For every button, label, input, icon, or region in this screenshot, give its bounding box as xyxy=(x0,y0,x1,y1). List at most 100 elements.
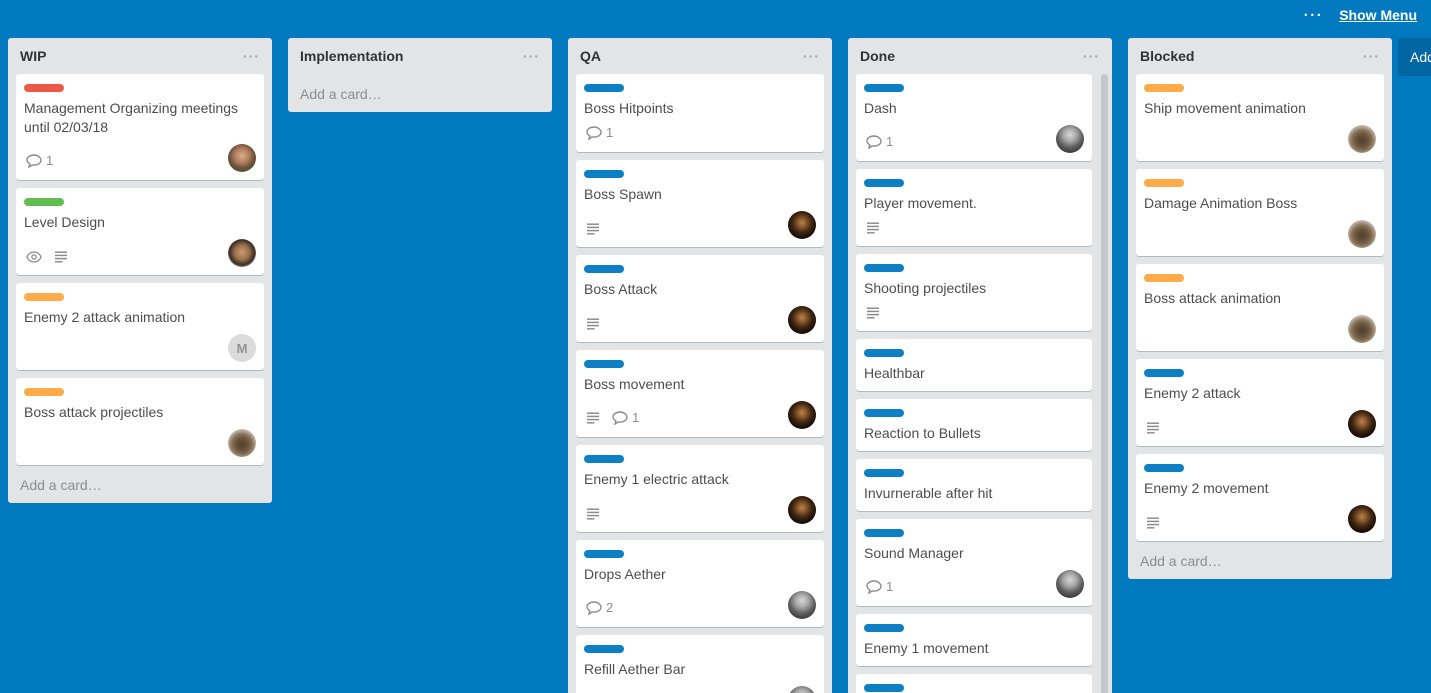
card[interactable]: Healthbar xyxy=(856,339,1092,391)
add-card-button[interactable]: Add a card… xyxy=(1140,553,1222,569)
card[interactable]: Enemy 1 movement xyxy=(856,614,1092,666)
card[interactable]: Shooting projectiles xyxy=(856,254,1092,331)
description-icon xyxy=(867,222,879,234)
card[interactable]: Dash 1 xyxy=(856,74,1092,161)
card-label-green xyxy=(24,198,64,206)
card-label-blue xyxy=(864,684,904,692)
member-avatar xyxy=(788,306,816,334)
card-list: Ship movement animation Damage Animation … xyxy=(1136,74,1384,541)
card-badges xyxy=(24,251,68,267)
card[interactable]: Enemy 2 attack xyxy=(1136,359,1384,446)
card-list: Dash 1 Player movement. Shooting projectile… xyxy=(856,74,1104,693)
card-footer: 1 xyxy=(864,125,1084,153)
description-badge xyxy=(54,251,68,263)
card-badges xyxy=(1144,422,1160,438)
card-badges xyxy=(24,453,26,457)
card-label-blue xyxy=(584,550,624,558)
card-badges: 1 xyxy=(584,410,639,429)
description-icon xyxy=(587,411,599,424)
list-menu-icon[interactable]: ··· xyxy=(1083,48,1100,64)
card[interactable]: Enemy 1 electric attack xyxy=(576,445,824,532)
card-title: Dash xyxy=(864,100,897,116)
card[interactable]: Management Organizing meetings until 02/… xyxy=(16,74,264,180)
card[interactable]: Boss attack projectiles xyxy=(16,378,264,465)
list-title: WIP xyxy=(20,48,47,64)
card[interactable]: Enemy 2 attack animation M xyxy=(16,283,264,370)
card[interactable]: Hitbox Hurt xyxy=(856,674,1092,693)
show-menu-link[interactable]: Show Menu xyxy=(1339,7,1417,23)
card-title: Enemy 2 movement xyxy=(1144,480,1269,496)
card-title: Refill Aether Bar xyxy=(584,661,686,677)
card-title: Reaction to Bullets xyxy=(864,425,981,441)
card[interactable]: Boss Attack xyxy=(576,255,824,342)
card-label-orange xyxy=(24,293,64,301)
card-title: Level Design xyxy=(24,214,105,230)
card-title: Boss Hitpoints xyxy=(584,100,674,116)
card-title: Healthbar xyxy=(864,365,925,381)
list-header: WIP ··· xyxy=(16,44,264,74)
board-more-icon[interactable]: ··· xyxy=(1303,6,1324,24)
card-label-blue xyxy=(1144,369,1184,377)
member-avatar: M xyxy=(228,334,256,362)
member-avatar xyxy=(228,144,256,172)
card[interactable]: Reaction to Bullets xyxy=(856,399,1092,451)
card-label-blue xyxy=(864,84,904,92)
member-avatar xyxy=(788,211,816,239)
card-footer: 2 xyxy=(584,591,816,619)
card-badges: 1 xyxy=(864,134,893,153)
card[interactable]: Boss movement 1 xyxy=(576,350,824,437)
add-list-button[interactable]: Add a list… xyxy=(1398,38,1431,76)
list-title: QA xyxy=(580,48,601,64)
description-badge xyxy=(866,222,880,234)
list-scrollbar[interactable] xyxy=(1101,74,1108,693)
badge-count: 1 xyxy=(886,579,894,594)
description-badge xyxy=(586,318,600,330)
member-avatar xyxy=(788,686,816,693)
card[interactable]: Refill Aether Bar 2 xyxy=(576,635,824,693)
list-menu-icon[interactable]: ··· xyxy=(243,48,260,64)
list-menu-icon[interactable]: ··· xyxy=(523,48,540,64)
card[interactable]: Enemy 2 movement xyxy=(1136,454,1384,541)
card[interactable]: Level Design xyxy=(16,188,264,275)
card-label-blue xyxy=(864,409,904,417)
add-card-button[interactable]: Add a card… xyxy=(20,477,102,493)
card[interactable]: Drops Aether 2 xyxy=(576,540,824,627)
add-card-button[interactable]: Add a card… xyxy=(300,86,382,102)
card-badges xyxy=(1144,517,1160,533)
card[interactable]: Player movement. xyxy=(856,169,1092,246)
card-label-blue xyxy=(584,170,624,178)
card-badges xyxy=(584,508,600,524)
member-avatar xyxy=(1348,505,1376,533)
list-menu-icon[interactable]: ··· xyxy=(1363,48,1380,64)
card-title: Damage Animation Boss xyxy=(1144,195,1298,211)
comment-badge: 1 xyxy=(866,134,893,149)
member-avatar xyxy=(788,591,816,619)
card[interactable]: Sound Manager 1 xyxy=(856,519,1092,606)
card-title: Enemy 1 electric attack xyxy=(584,471,729,487)
card-list: Management Organizing meetings until 02/… xyxy=(16,74,264,465)
comment-badge: 1 xyxy=(866,579,893,594)
card[interactable]: Damage Animation Boss xyxy=(1136,169,1384,256)
card-label-blue xyxy=(864,179,904,187)
card[interactable]: Boss Spawn xyxy=(576,160,824,247)
card-footer xyxy=(1144,220,1376,248)
member-avatar xyxy=(228,239,256,267)
comment-icon xyxy=(586,600,602,615)
card[interactable]: Invurnerable after hit xyxy=(856,459,1092,511)
card-badges xyxy=(24,358,26,362)
comment-icon xyxy=(866,579,882,594)
card[interactable]: Ship movement animation xyxy=(1136,74,1384,161)
member-avatar xyxy=(1348,410,1376,438)
card-label-blue xyxy=(864,349,904,357)
badge-count: 1 xyxy=(886,134,894,149)
card-badges xyxy=(1144,244,1146,248)
card-label-blue xyxy=(864,529,904,537)
card-footer xyxy=(864,305,1084,323)
list-menu-icon[interactable]: ··· xyxy=(803,48,820,64)
card-badges xyxy=(1144,149,1146,153)
member-avatar xyxy=(1348,220,1376,248)
card[interactable]: Boss attack animation xyxy=(1136,264,1384,351)
comment-icon xyxy=(612,410,628,425)
list-qa: QA ··· Boss Hitpoints 1 Boss Spawn Boss Attac… xyxy=(568,38,832,693)
card[interactable]: Boss Hitpoints 1 xyxy=(576,74,824,152)
